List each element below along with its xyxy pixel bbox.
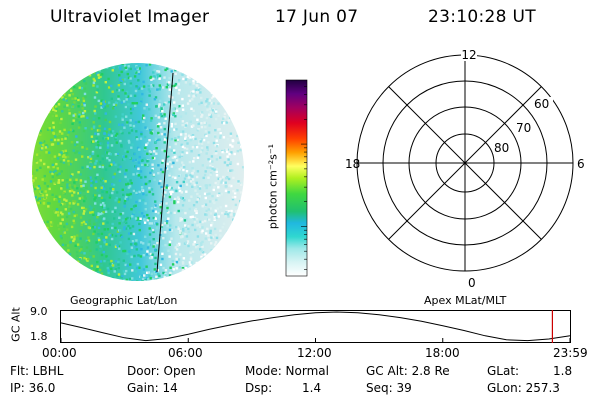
timeline-ytick-bottom: 1.8 <box>30 330 48 343</box>
colorbar-tick-label: 100 <box>311 140 312 151</box>
info-flt: Flt: LBHL <box>10 364 64 378</box>
timeline-xtick-4: 23:59 <box>553 346 588 360</box>
timeline-xtick-3: 18:00 <box>425 346 460 360</box>
colorbar-tick-label: 10 <box>311 222 312 233</box>
instrument-title: Ultraviolet Imager <box>50 7 210 27</box>
timeline-xtick-0: 00:00 <box>42 346 77 360</box>
polar-caption: Apex MLat/MLT <box>424 294 507 307</box>
altitude-curve <box>60 311 571 342</box>
info-seq: Seq: 39 <box>366 381 412 395</box>
mlt-label-12: 12 <box>461 48 476 62</box>
info-ip: IP: 36.0 <box>10 381 56 395</box>
colorbar-gradient <box>285 79 308 277</box>
mlt-label-0: 0 <box>468 276 476 290</box>
lat-label-70: 70 <box>516 121 531 135</box>
info-glon: GLon: 257.3 <box>487 381 560 395</box>
info-dsp-label: Dsp: <box>245 381 273 395</box>
speckle-layer <box>32 63 244 281</box>
colorbar-unit-label: photon cm⁻²s⁻¹ <box>266 143 280 230</box>
timeline-xtick-2: 12:00 <box>297 346 332 360</box>
info-glat-value: 1.8 <box>553 364 573 378</box>
mlt-label-18: 18 <box>345 157 360 171</box>
colorbar: 10 100 <box>285 79 312 277</box>
polar-grid: 12 18 6 0 60 70 80 <box>345 48 585 290</box>
mlt-label-6: 6 <box>577 157 585 171</box>
timeline-xtick-1: 06:00 <box>168 346 203 360</box>
time-label: 23:10:28 UT <box>428 7 536 27</box>
date-label: 17 Jun 07 <box>275 7 359 27</box>
info-mode: Mode: Normal <box>245 364 329 378</box>
terminator-line <box>156 72 174 273</box>
polar-diagonal-b <box>388 86 542 240</box>
lat-label-80: 80 <box>494 141 509 155</box>
info-gcalt: GC Alt: 2.8 Re <box>366 364 450 378</box>
info-dsp-value: 1.4 <box>302 381 322 395</box>
info-glat-label: GLat: <box>487 364 520 378</box>
timeline-plot <box>60 310 571 343</box>
lat-label-60: 60 <box>534 97 549 111</box>
image-caption: Geographic Lat/Lon <box>70 294 178 307</box>
timeline-ylabel: GC Alt <box>9 307 23 342</box>
info-gain: Gain: 14 <box>127 381 178 395</box>
timeline-ytick-top: 9.0 <box>30 305 48 318</box>
auroral-image <box>32 63 244 281</box>
info-door: Door: Open <box>127 364 196 378</box>
